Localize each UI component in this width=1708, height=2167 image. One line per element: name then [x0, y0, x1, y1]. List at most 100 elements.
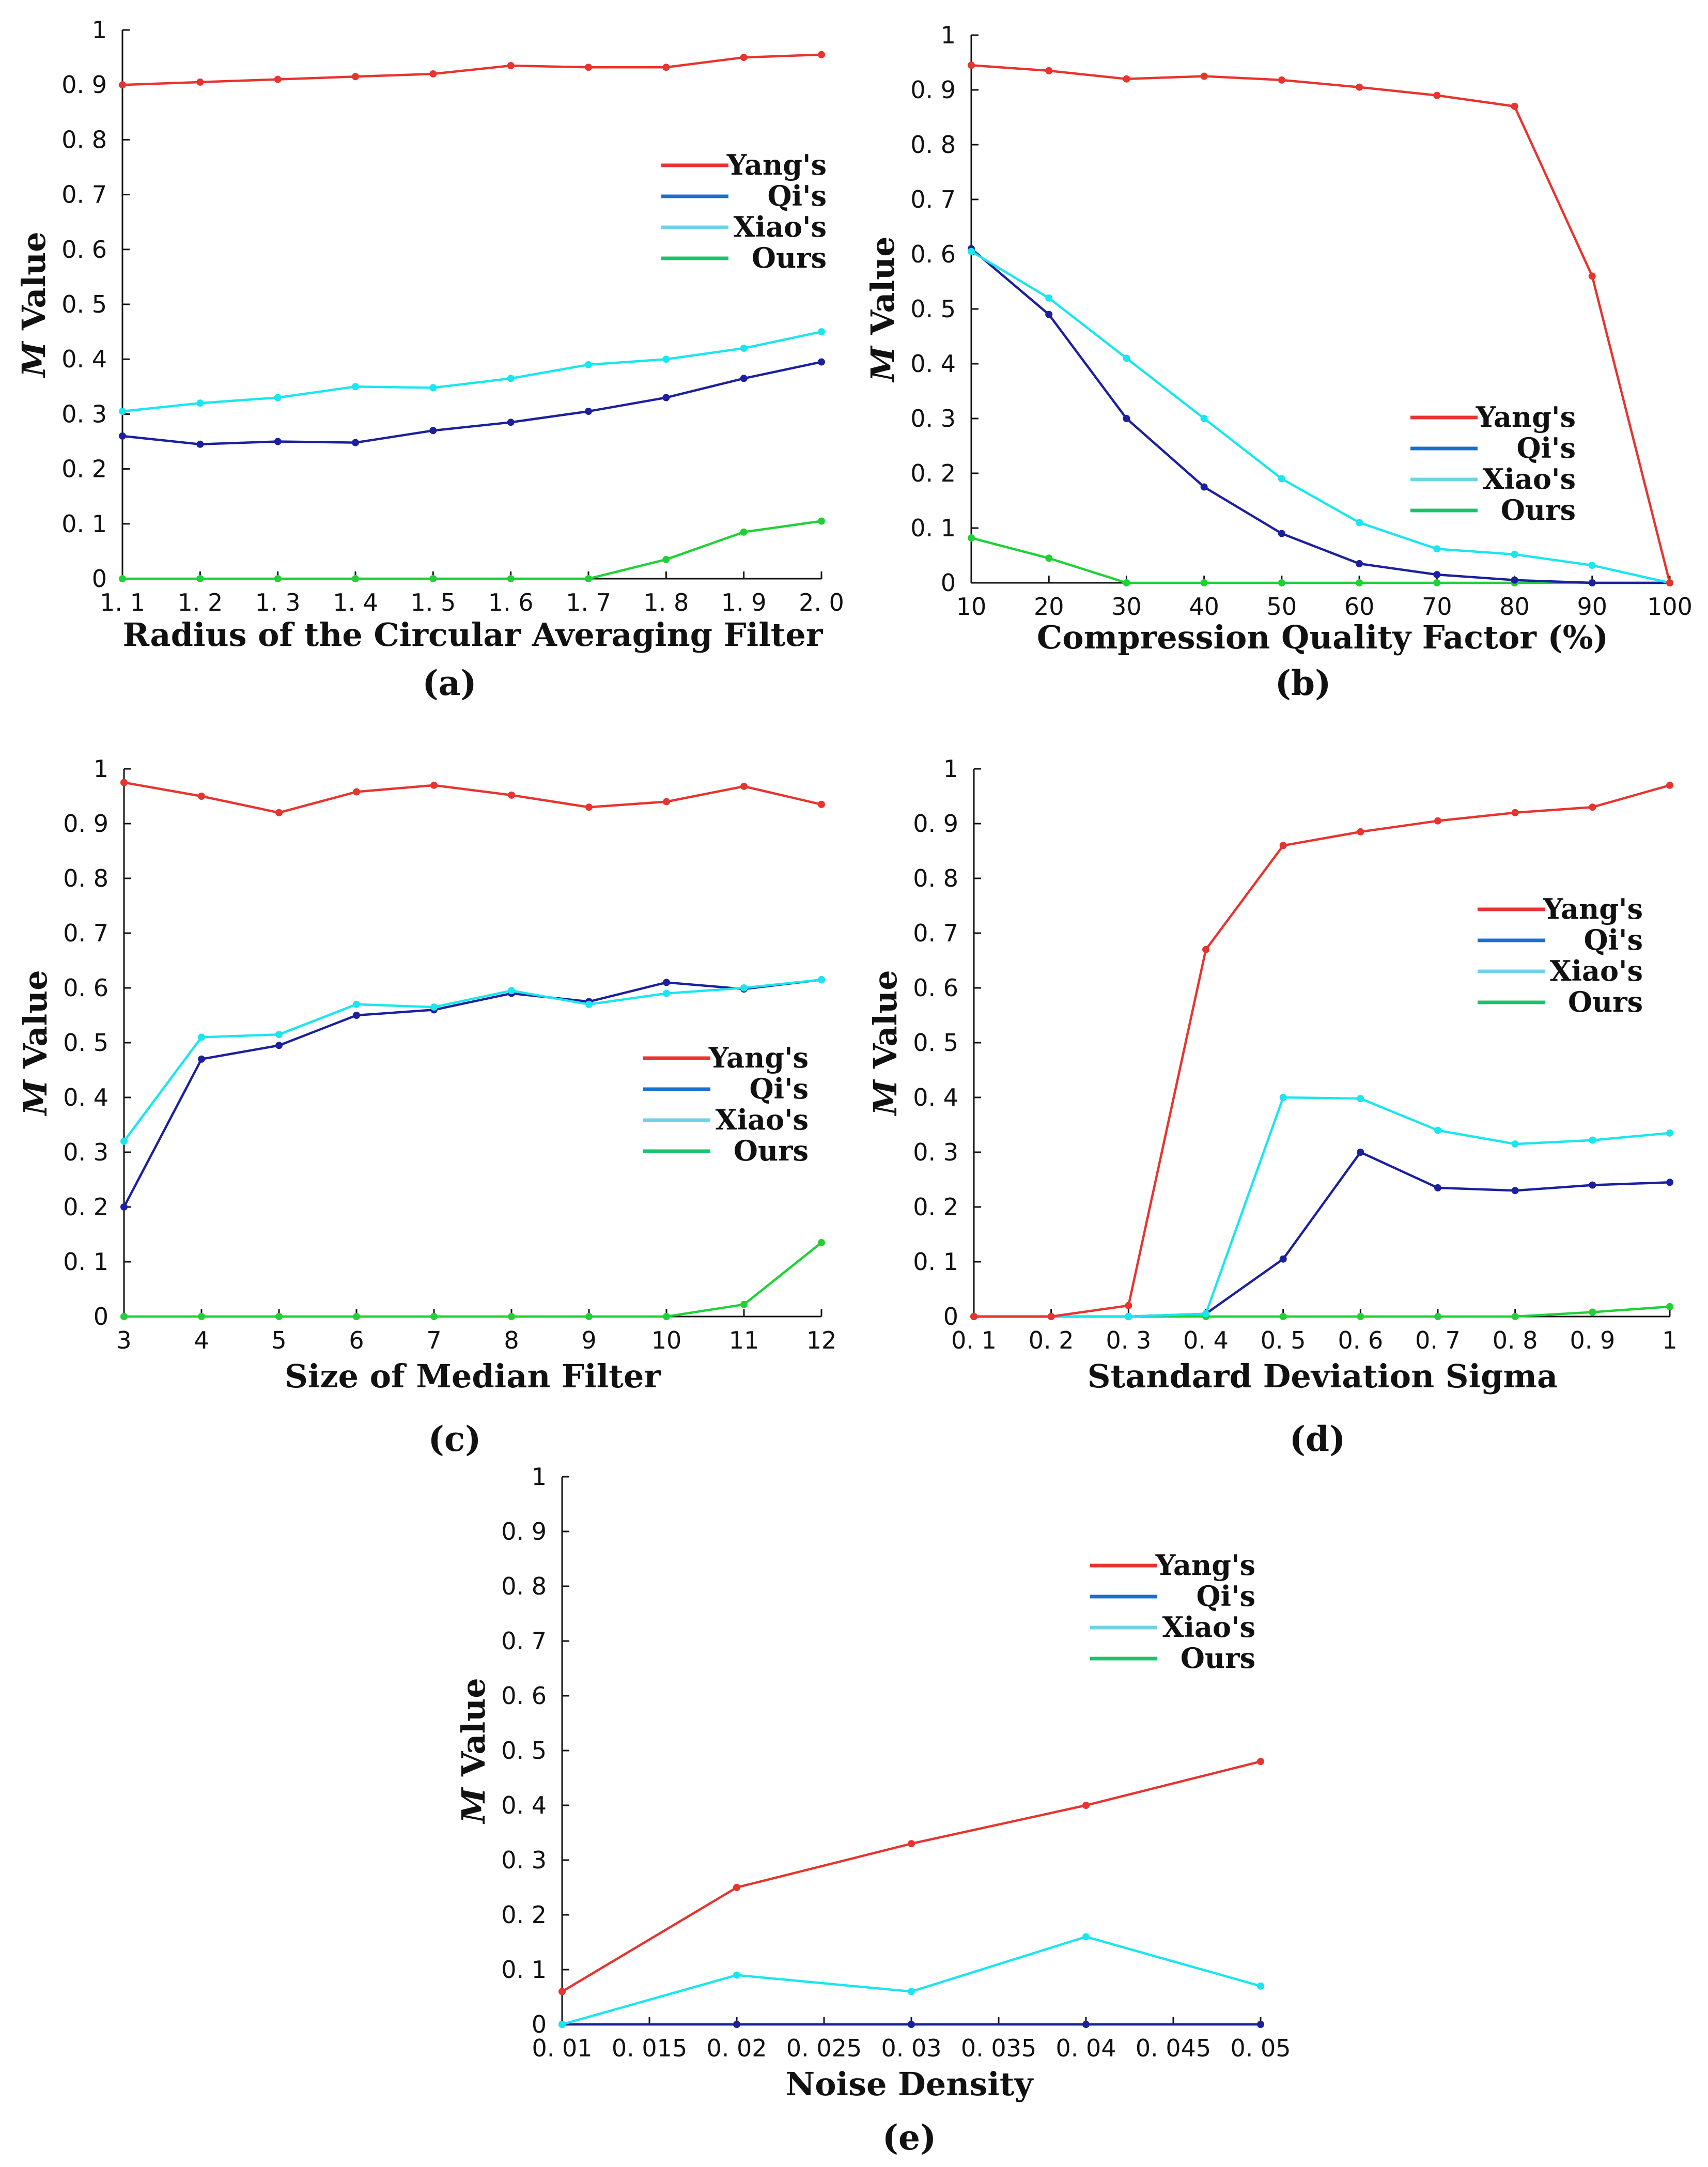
y-tick-label: 0. 2 [63, 1193, 108, 1221]
legend-label: Yang's [1543, 892, 1643, 925]
y-tick-label: 0. 8 [910, 131, 956, 159]
y-tick-label: 0. 6 [910, 240, 956, 268]
x-tick-label: 9 [581, 1326, 596, 1354]
y-tick-label: 0. 5 [913, 1029, 958, 1057]
x-tick-label: 0. 9 [1570, 1326, 1615, 1354]
data-point [662, 64, 670, 71]
data-point [970, 1313, 977, 1320]
x-tick-label: 20 [1034, 593, 1064, 621]
y-axis-label-symbol: M [17, 1079, 54, 1117]
data-point [119, 408, 126, 415]
y-tick-label: 0. 5 [61, 290, 107, 318]
data-point [1433, 579, 1441, 586]
series-line [970, 247, 1670, 584]
data-point [1434, 1126, 1441, 1134]
data-point [1047, 1313, 1055, 1320]
data-point [1045, 67, 1053, 74]
series-yang [119, 51, 825, 89]
data-point [818, 976, 825, 984]
data-point [1257, 2021, 1264, 2028]
y-tick-label: 0. 8 [501, 1572, 547, 1600]
data-point [274, 394, 282, 401]
data-point [508, 987, 515, 995]
x-tick-label: 5 [271, 1326, 286, 1354]
y-tick-label: 0 [92, 565, 107, 593]
y-tick-label: 0. 4 [501, 1791, 547, 1819]
data-point [1123, 354, 1130, 362]
chart-c: 0 0. 1 0. 2 0. 3 0. 4 0. 5 0. 6 0. 7 0. 8 0. 9 1 3 4… [17, 755, 836, 1459]
y-tick-label: 0. 8 [63, 864, 108, 892]
y-tick-label: 0. 4 [61, 345, 107, 373]
y-tick-label: 0. 1 [501, 1956, 547, 1984]
data-point [275, 1313, 283, 1320]
data-point [196, 575, 204, 582]
y-axis-label-text: Value [455, 1678, 492, 1777]
series-line [123, 978, 822, 1142]
x-tick-label: 50 [1267, 593, 1297, 621]
y-tick-label: 1 [943, 755, 958, 783]
data-point [1357, 1095, 1364, 1103]
y-tick-label: 0 [941, 569, 956, 597]
y-axis-label: M Value [866, 970, 904, 1116]
x-tick-label: 1. 7 [566, 589, 611, 616]
x-tick-label: 0. 03 [881, 2034, 941, 2062]
x-tick-label: 0. 3 [1106, 1326, 1151, 1354]
x-tick-label: 10 [956, 593, 987, 621]
data-point [585, 575, 592, 582]
legend-label: Qi's [768, 179, 827, 212]
x-tick-label: 1. 2 [177, 589, 223, 616]
data-point [353, 1000, 360, 1008]
y-axis-label-symbol: M [864, 345, 902, 383]
data-point [1125, 1302, 1132, 1309]
data-point [733, 1971, 740, 1979]
data-point [508, 791, 515, 799]
series-line [971, 64, 1671, 583]
x-tick-label: 1. 1 [100, 589, 145, 616]
y-tick-label: 0. 9 [913, 810, 958, 838]
y-axis-label-text: Value [864, 236, 902, 335]
y-tick-label: 0. 9 [63, 810, 108, 838]
x-axis-label: Compression Quality Factor (%) [1037, 618, 1608, 656]
x-tick-label: 60 [1344, 593, 1375, 621]
data-point [507, 575, 515, 582]
data-point [429, 70, 437, 78]
y-tick-label: 0. 1 [910, 514, 956, 542]
x-tick-label: 10 [651, 1326, 682, 1354]
y-tick-label: 0. 7 [910, 185, 956, 213]
data-point [1125, 1313, 1132, 1320]
data-point [1434, 1313, 1441, 1320]
y-tick-label: 0. 3 [910, 405, 956, 432]
series-line [974, 1151, 1670, 1318]
x-tick-label: 4 [194, 1326, 209, 1354]
legend-label: Ours [1501, 493, 1576, 527]
data-point [1082, 1802, 1090, 1809]
y-tick-label: 0. 5 [63, 1029, 108, 1057]
y-tick-label: 0. 7 [913, 919, 958, 947]
data-point [1511, 1187, 1519, 1195]
y-axis-label-symbol: M [455, 1787, 492, 1824]
data-point [1123, 415, 1130, 422]
series-line [123, 781, 822, 814]
legend-label: Ours [752, 241, 827, 274]
series-line [971, 536, 1670, 584]
y-tick-label: 1 [92, 16, 107, 44]
data-point [352, 383, 359, 391]
legend-label: Yang's [1476, 400, 1576, 434]
data-point [818, 51, 825, 58]
panel-label: (e) [882, 2117, 936, 2158]
y-tick-label: 0. 8 [61, 126, 107, 153]
data-point [275, 1031, 283, 1039]
y-tick-label: 0. 1 [61, 510, 107, 538]
data-point [429, 384, 437, 392]
data-point [1202, 1310, 1209, 1318]
y-tick-label: 1 [941, 21, 956, 49]
data-point [1589, 1136, 1596, 1144]
x-tick-label: 1. 8 [643, 589, 689, 616]
data-point [352, 73, 359, 81]
series-ours [119, 517, 825, 582]
data-point [507, 419, 515, 426]
data-point [1356, 519, 1363, 527]
